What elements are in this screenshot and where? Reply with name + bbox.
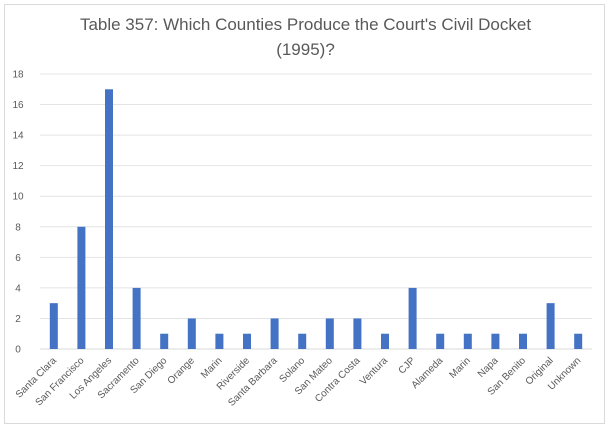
y-tick-label: 12 xyxy=(12,161,24,172)
x-tick-label: Marin xyxy=(199,355,224,380)
chart-title-line1: Table 357: Which Counties Produce the Co… xyxy=(79,15,532,34)
chart-title-line2: (1995)? xyxy=(276,40,335,59)
y-tick-label: 16 xyxy=(12,100,24,111)
y-tick-label: 18 xyxy=(12,70,24,81)
bar xyxy=(519,333,527,349)
bar xyxy=(298,333,307,349)
y-tick-label: 10 xyxy=(12,192,24,203)
bar xyxy=(546,303,555,349)
bar xyxy=(77,226,86,349)
bar xyxy=(270,318,279,349)
bar xyxy=(187,318,196,349)
x-tick-label: Napa xyxy=(476,355,501,380)
x-tick-label: Orange xyxy=(166,355,198,387)
bar xyxy=(215,333,224,349)
x-tick-label: Marin xyxy=(447,355,472,380)
y-tick-label: 4 xyxy=(15,283,21,294)
bar xyxy=(574,333,583,349)
bar xyxy=(436,333,445,349)
chart-title: Table 357: Which Counties Produce the Co… xyxy=(0,12,611,62)
bar xyxy=(49,303,58,349)
bar xyxy=(132,287,141,349)
bar xyxy=(408,287,417,349)
bar xyxy=(325,318,334,349)
x-tick-label: Ventura xyxy=(358,355,390,387)
bar xyxy=(381,333,389,349)
y-tick-label: 0 xyxy=(15,345,21,356)
bar xyxy=(353,318,362,349)
y-tick-label: 6 xyxy=(15,253,21,264)
bar xyxy=(491,333,500,349)
bar xyxy=(160,333,169,349)
bar xyxy=(463,333,472,349)
bar xyxy=(105,89,113,350)
x-tick-label: CJP xyxy=(397,355,418,376)
y-tick-label: 14 xyxy=(12,131,24,142)
x-tick-label: Santa Barbara xyxy=(226,355,280,409)
bar xyxy=(243,333,251,349)
y-tick-label: 8 xyxy=(15,222,21,233)
y-tick-label: 2 xyxy=(15,314,21,325)
chart-frame xyxy=(4,4,605,424)
